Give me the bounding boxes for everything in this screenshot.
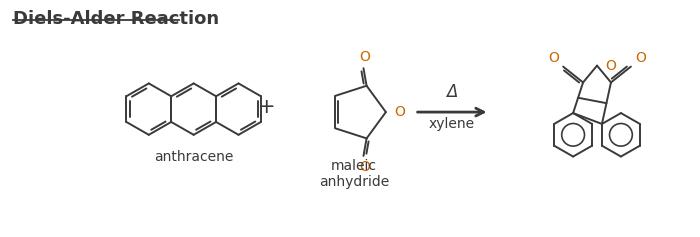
Text: O: O: [359, 50, 370, 64]
Text: +: +: [258, 97, 275, 117]
Text: anthracene: anthracene: [154, 150, 233, 164]
Text: O: O: [359, 160, 370, 174]
Text: Δ: Δ: [447, 83, 458, 101]
Text: O: O: [394, 105, 405, 119]
Text: Diels-Alder Reaction: Diels-Alder Reaction: [13, 10, 220, 28]
Text: O: O: [605, 59, 616, 73]
Text: O: O: [635, 51, 645, 65]
Text: O: O: [548, 51, 559, 65]
Text: xylene: xylene: [429, 117, 475, 131]
Text: maleic
anhydride: maleic anhydride: [319, 159, 389, 189]
